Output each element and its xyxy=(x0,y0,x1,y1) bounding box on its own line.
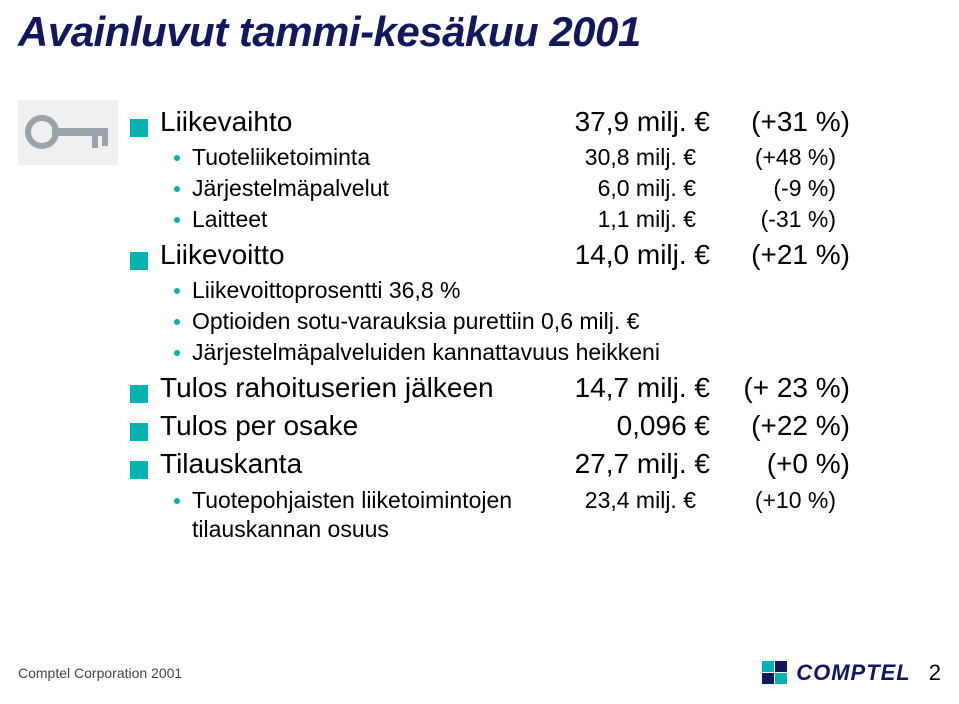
row-tilauskanta: Tilauskanta 27,7 milj. € (+0 %) xyxy=(130,448,930,480)
pct: (+48 %) xyxy=(696,144,836,171)
dot-bullet-icon xyxy=(174,288,180,294)
row-jph: Järjestelmäpalveluiden kannattavuus heik… xyxy=(174,339,930,366)
row-jarjestelmapalvelut: Järjestelmäpalvelut 6,0 milj. € (-9 %) xyxy=(174,175,930,202)
row-liikevoitto: Liikevoitto 14,0 milj. € (+21 %) xyxy=(130,239,930,271)
pct: (+0 %) xyxy=(710,448,850,480)
key-image xyxy=(18,100,118,165)
logo-mark-icon xyxy=(762,661,790,685)
label: Järjestelmäpalveluiden kannattavuus heik… xyxy=(192,339,742,366)
label: Liikevaihto xyxy=(160,106,540,138)
row-liikevaihto: Liikevaihto 37,9 milj. € (+31 %) xyxy=(130,106,930,138)
label: Liikevoittoprosentti 36,8 % xyxy=(192,277,742,304)
square-bullet-icon xyxy=(130,423,148,441)
label: Tulos per osake xyxy=(160,410,540,442)
pct: (+ 23 %) xyxy=(710,372,850,404)
row-liikevoittoprosentti: Liikevoittoprosentti 36,8 % xyxy=(174,277,930,304)
row-tulos-rahoitus: Tulos rahoituserien jälkeen 14,7 milj. €… xyxy=(130,372,930,404)
label: Laitteet xyxy=(192,206,542,233)
content: Liikevaihto 37,9 milj. € (+31 %) Tuoteli… xyxy=(130,100,930,548)
value: 14,0 milj. € xyxy=(540,239,710,271)
value: 1,1 milj. € xyxy=(542,206,696,233)
footer-right: COMPTEL 2 xyxy=(762,660,941,686)
value: 37,9 milj. € xyxy=(540,106,710,138)
pct: (+10 %) xyxy=(696,487,836,514)
row-optioiden: Optioiden sotu-varauksia purettiin 0,6 m… xyxy=(174,308,930,335)
slide-title: Avainluvut tammi-kesäkuu 2001 xyxy=(18,8,641,56)
pct: (-9 %) xyxy=(696,175,836,202)
footer-copyright: Comptel Corporation 2001 xyxy=(18,665,182,681)
label: Tulos rahoituserien jälkeen xyxy=(160,372,540,404)
slide: Avainluvut tammi-kesäkuu 2001 Liikevaiht… xyxy=(0,0,959,704)
label: Liikevoitto xyxy=(160,239,540,271)
comptel-logo: COMPTEL xyxy=(762,660,911,686)
logo-text: COMPTEL xyxy=(796,660,911,686)
pct: (+22 %) xyxy=(710,410,850,442)
pct: (-31 %) xyxy=(696,206,836,233)
pct: (+21 %) xyxy=(710,239,850,271)
label: Tuoteliiketoiminta xyxy=(192,144,542,171)
row-tulos-osake: Tulos per osake 0,096 € (+22 %) xyxy=(130,410,930,442)
square-bullet-icon xyxy=(130,385,148,403)
dot-bullet-icon xyxy=(174,217,180,223)
pct: (+31 %) xyxy=(710,106,850,138)
square-bullet-icon xyxy=(130,119,148,137)
label: Optioiden sotu-varauksia purettiin 0,6 m… xyxy=(192,308,742,335)
value: 30,8 milj. € xyxy=(542,144,696,171)
footer: Comptel Corporation 2001 COMPTEL 2 xyxy=(18,660,941,686)
label: Tilauskanta xyxy=(160,448,540,480)
value: 6,0 milj. € xyxy=(542,175,696,202)
value: 14,7 milj. € xyxy=(540,372,710,404)
page-number: 2 xyxy=(929,660,941,686)
row-laitteet: Laitteet 1,1 milj. € (-31 %) xyxy=(174,206,930,233)
square-bullet-icon xyxy=(130,252,148,270)
dot-bullet-icon xyxy=(174,498,180,504)
row-tuoteliiketoiminta: Tuoteliiketoiminta 30,8 milj. € (+48 %) xyxy=(174,144,930,171)
value: 23,4 milj. € xyxy=(542,487,696,514)
dot-bullet-icon xyxy=(174,186,180,192)
dot-bullet-icon xyxy=(174,319,180,325)
dot-bullet-icon xyxy=(174,350,180,356)
value: 27,7 milj. € xyxy=(540,448,710,480)
dot-bullet-icon xyxy=(174,155,180,161)
value: 0,096 € xyxy=(540,410,710,442)
label: Järjestelmäpalvelut xyxy=(192,175,542,202)
square-bullet-icon xyxy=(130,461,148,479)
label: Tuotepohjaisten liiketoimintojen tilausk… xyxy=(192,486,542,544)
row-tuotepohjaisten: Tuotepohjaisten liiketoimintojen tilausk… xyxy=(174,486,930,544)
